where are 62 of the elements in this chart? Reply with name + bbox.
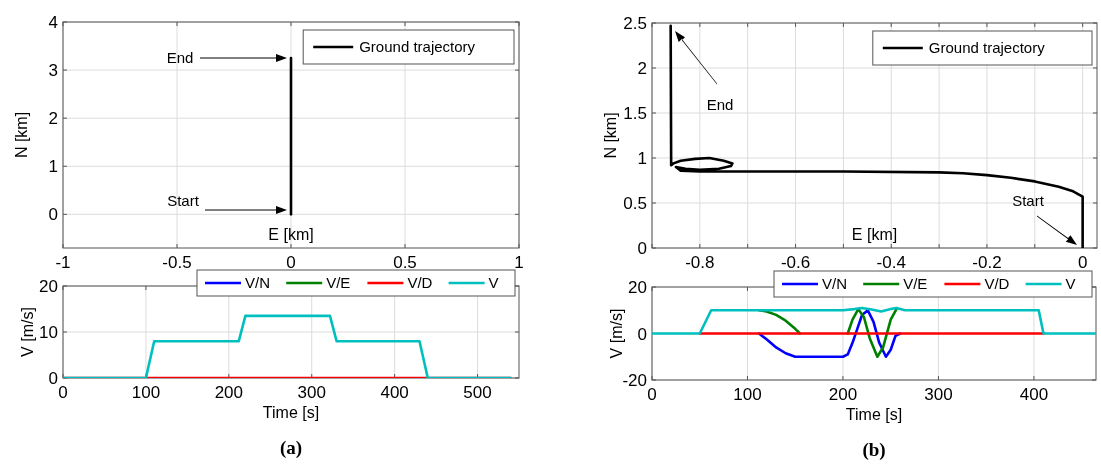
y-axis-title: N [km] bbox=[602, 112, 619, 159]
annotation: End bbox=[706, 96, 734, 113]
x-tick-label: -1 bbox=[55, 253, 71, 272]
x-tick-label: -0.6 bbox=[780, 253, 811, 272]
y-tick-label: 2 bbox=[637, 59, 647, 78]
x-tick-label: -0.8 bbox=[685, 253, 715, 272]
y-tick-label: 4 bbox=[48, 13, 58, 32]
y-axis-title: V [m/s] bbox=[19, 307, 36, 357]
x-tick-label: 1 bbox=[514, 253, 524, 272]
x-tick-label: 200 bbox=[214, 383, 244, 402]
legend-label: Ground trajectory bbox=[359, 38, 476, 55]
annotation: End bbox=[166, 49, 194, 66]
x-tick-label: -0.4 bbox=[876, 253, 906, 272]
y-tick-label: 1 bbox=[48, 157, 58, 177]
y-tick-label: 0 bbox=[637, 239, 647, 258]
y-tick-label: 1.5 bbox=[623, 104, 647, 123]
x-axis-title: Time [s] bbox=[262, 404, 320, 421]
annotation: Start bbox=[167, 192, 200, 209]
text: (b) bbox=[862, 439, 886, 461]
line-series bbox=[652, 306, 1096, 335]
x-tick-label: 400 bbox=[1019, 385, 1049, 404]
x-tick-label: 100 bbox=[131, 383, 161, 402]
y-tick-label: 0.5 bbox=[623, 194, 647, 213]
y-tick-label: 0 bbox=[48, 205, 58, 225]
y-tick-label: 10 bbox=[39, 323, 58, 342]
x-tick-label: 0 bbox=[1077, 253, 1088, 272]
y-tick-label: 20 bbox=[39, 277, 58, 296]
x-tick-label: -0.5 bbox=[162, 253, 192, 272]
y-axis-title: V [m/s] bbox=[608, 308, 625, 359]
legend-label: V bbox=[1065, 275, 1076, 292]
y-tick-label: 20 bbox=[628, 278, 647, 297]
y-tick-label: 0 bbox=[48, 369, 58, 388]
y-tick-label: 3 bbox=[48, 61, 58, 81]
y-tick-label: -20 bbox=[622, 371, 647, 390]
y-tick-label: 0 bbox=[637, 324, 647, 344]
x-tick-label: 0 bbox=[286, 253, 296, 272]
legend-label: V bbox=[488, 274, 499, 291]
legend-label: V/D bbox=[984, 275, 1010, 292]
x-tick-label: 500 bbox=[463, 383, 492, 402]
x-axis-title: E [km] bbox=[268, 226, 314, 243]
y-tick-label: 2 bbox=[48, 109, 58, 129]
legend-label: V/N bbox=[822, 275, 848, 292]
x-tick-label: 200 bbox=[828, 385, 858, 404]
x-tick-label: 400 bbox=[380, 383, 409, 402]
x-tick-label: 100 bbox=[733, 385, 762, 404]
x-tick-label: -0.2 bbox=[972, 253, 1002, 272]
y-axis-title: N [km] bbox=[13, 111, 30, 159]
x-tick-label: 0.5 bbox=[393, 253, 417, 272]
y-tick-label: 2.5 bbox=[623, 14, 647, 33]
legend-label: Ground trajectory bbox=[928, 39, 1046, 56]
x-axis-title: E [km] bbox=[851, 226, 898, 243]
y-tick-label: 1 bbox=[637, 149, 647, 168]
legend-label: V/E bbox=[326, 274, 351, 291]
legend-label: V/D bbox=[407, 274, 433, 291]
x-tick-label: 300 bbox=[924, 385, 953, 404]
legend-label: V/N bbox=[245, 274, 271, 291]
x-tick-label: 300 bbox=[297, 383, 326, 402]
text: (a) bbox=[279, 437, 303, 459]
x-axis-title: Time [s] bbox=[845, 406, 903, 423]
legend-label: V/E bbox=[903, 275, 928, 292]
annotation: Start bbox=[1012, 192, 1045, 209]
line-series bbox=[669, 24, 1084, 248]
